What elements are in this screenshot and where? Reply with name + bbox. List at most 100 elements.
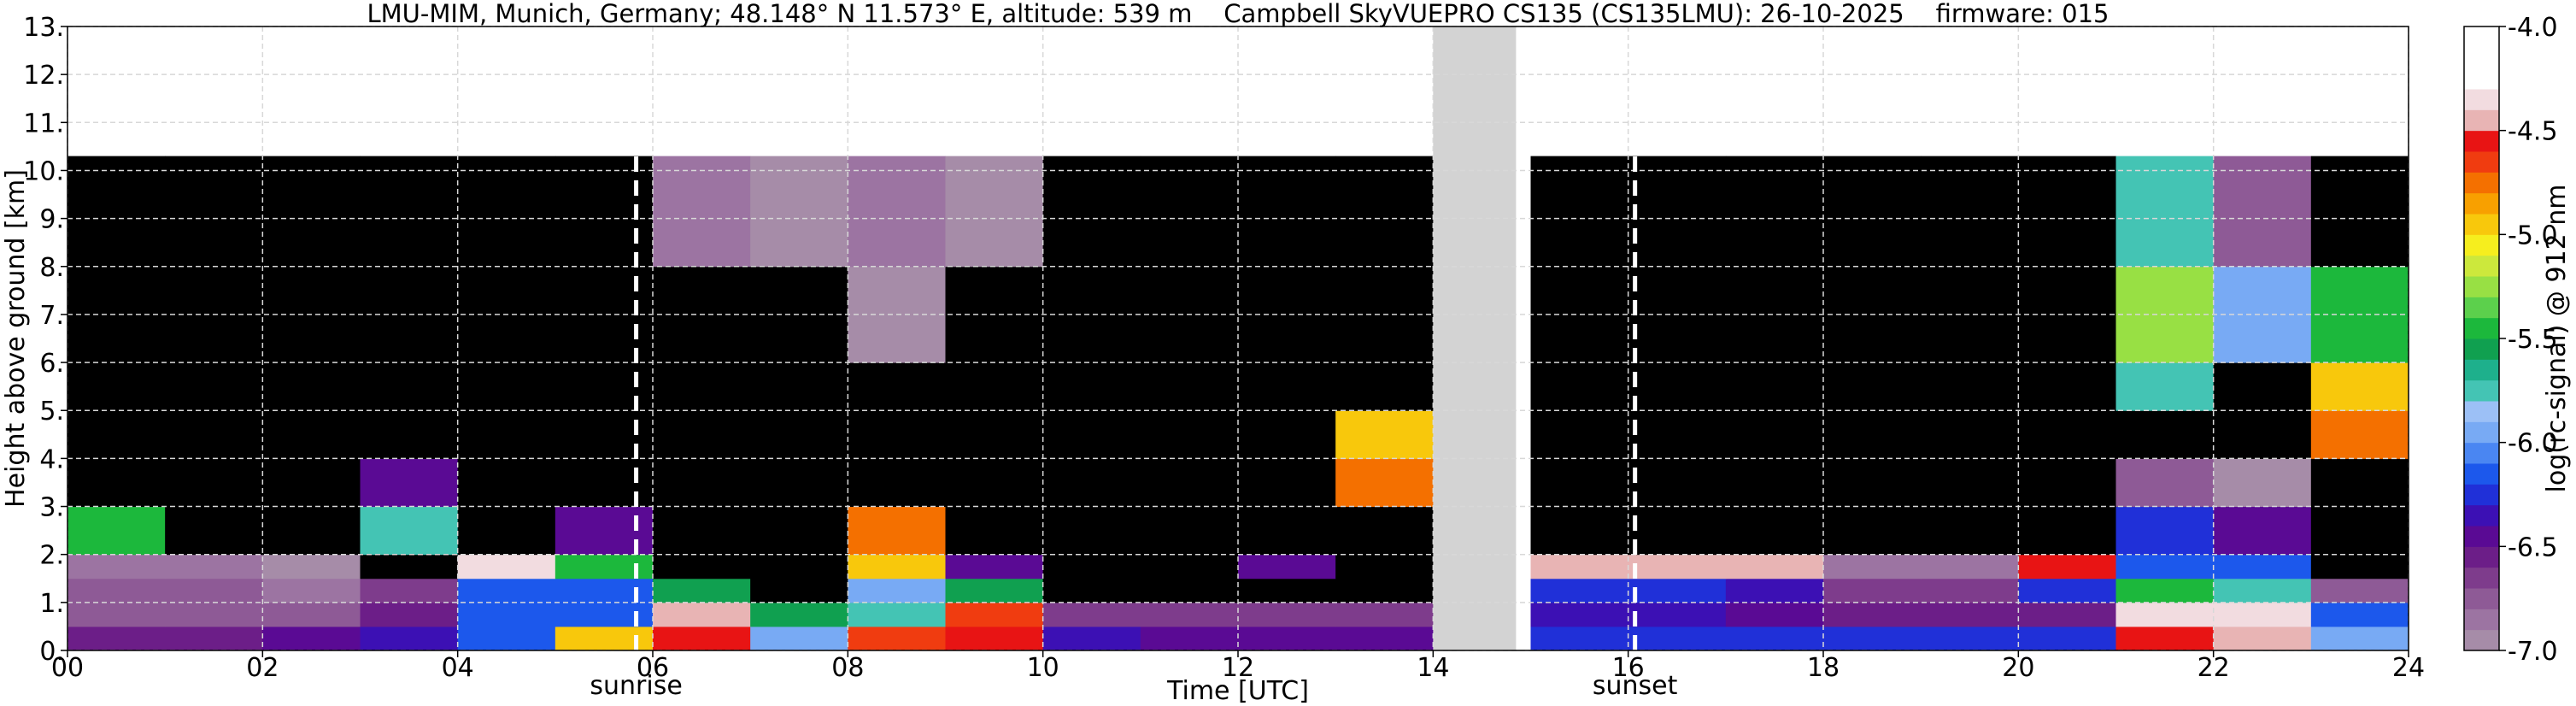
colorbar-segment <box>2464 151 2499 173</box>
x-tick-label: 14 <box>1417 653 1449 683</box>
heatmap-cell <box>2310 458 2409 508</box>
colorbar-segment <box>2464 172 2499 194</box>
heatmap-cell <box>457 458 556 508</box>
heatmap-cell <box>1725 506 1824 556</box>
heatmap-cell <box>1921 506 2019 556</box>
heatmap-cell <box>555 578 654 603</box>
heatmap-cell <box>945 626 1044 651</box>
y-tick-label: 13. <box>23 13 64 43</box>
heatmap-cell <box>848 410 946 459</box>
heatmap-cell <box>2213 362 2312 411</box>
colorbar-segment <box>2464 255 2499 277</box>
heatmap-cell <box>457 602 556 627</box>
y-tick-label: 6. <box>39 349 64 379</box>
heatmap-cell <box>1238 156 1336 268</box>
heatmap-cell <box>1335 362 1434 411</box>
heatmap-cell <box>67 626 166 651</box>
heatmap-cell <box>2310 506 2409 556</box>
x-tick-label: 22 <box>2198 653 2230 683</box>
heatmap-cell <box>1042 410 1141 459</box>
heatmap-cell <box>1725 602 1824 627</box>
heatmap-cell <box>67 506 166 556</box>
heatmap-cell <box>1335 602 1434 627</box>
heatmap-cell <box>262 626 361 651</box>
heatmap-cell <box>1725 266 1824 363</box>
heatmap-cell <box>1238 578 1336 603</box>
colorbar-segment <box>2464 629 2499 651</box>
colorbar-segment <box>2464 276 2499 297</box>
colorbar-segment <box>2464 546 2499 568</box>
colorbar-tick-label: -4.5 <box>2508 117 2558 147</box>
heatmap-cell <box>2018 156 2116 268</box>
data-gap <box>1433 26 1517 650</box>
heatmap-cell <box>1725 410 1824 459</box>
colorbar-segment <box>2464 109 2499 132</box>
heatmap-cell <box>262 506 361 556</box>
heatmap-cell <box>67 554 166 580</box>
heatmap-cell <box>555 506 654 556</box>
y-tick-label: 3. <box>39 493 64 523</box>
heatmap-cell <box>1921 266 2019 363</box>
heatmap-cell <box>1140 554 1239 580</box>
heatmap-cell <box>262 602 361 627</box>
heatmap-cell <box>1335 506 1434 556</box>
x-tick-label: 02 <box>246 653 279 683</box>
heatmap-cell <box>1335 156 1434 268</box>
y-tick-label: 11. <box>23 109 64 138</box>
heatmap-cell <box>360 506 459 556</box>
heatmap-cell <box>1140 410 1239 459</box>
heatmap-cell <box>848 506 946 556</box>
heatmap-cell <box>1238 410 1336 459</box>
heatmap-cell <box>1921 362 2019 411</box>
heatmap-cell <box>653 626 751 651</box>
annotation-label: sunrise <box>590 671 682 701</box>
heatmap-cell <box>1238 506 1336 556</box>
heatmap-cell <box>165 626 263 651</box>
heatmap-cell <box>2213 626 2312 651</box>
x-tick-label: 18 <box>1807 653 1840 683</box>
colorbar-tick-label: -5.5 <box>2508 325 2558 355</box>
colorbar-segment <box>2464 68 2499 90</box>
heatmap-cell <box>1823 626 1922 651</box>
heatmap-cell <box>945 362 1044 411</box>
y-tick-label: 4. <box>39 444 64 474</box>
heatmap-cell <box>848 156 946 268</box>
heatmap-cell <box>555 410 654 459</box>
heatmap-cell <box>555 362 654 411</box>
colorbar-segment <box>2464 442 2499 464</box>
heatmap-cell <box>165 458 263 508</box>
heatmap-cell <box>1823 156 1922 268</box>
heatmap-cell <box>1335 458 1434 508</box>
chart-title: LMU-MIM, Munich, Germany; 48.148° N 11.5… <box>367 0 2110 28</box>
colorbar-segment <box>2464 463 2499 485</box>
heatmap-cell <box>1823 578 1922 603</box>
heatmap-cell <box>360 554 459 580</box>
heatmap-cell <box>67 458 166 508</box>
heatmap-cell <box>2018 602 2116 627</box>
heatmap-cell <box>2115 458 2215 508</box>
heatmap-cell <box>1530 602 1629 627</box>
colorbar-segment <box>2464 359 2499 381</box>
heatmap-cell <box>1823 506 1922 556</box>
heatmap-cell <box>653 410 751 459</box>
heatmap-cell <box>1823 602 1922 627</box>
heatmap-cell <box>67 362 166 411</box>
heatmap-cell <box>750 156 848 268</box>
heatmap-cell <box>457 410 556 459</box>
heatmap-cell <box>2310 362 2409 411</box>
heatmap-cell <box>1140 578 1239 603</box>
heatmap-cell <box>1042 554 1141 580</box>
heatmap-cell <box>945 410 1044 459</box>
heatmap-cell <box>2115 602 2215 627</box>
heatmap-cell <box>165 362 263 411</box>
heatmap-cell <box>2115 578 2215 603</box>
colorbar-segment <box>2464 297 2499 319</box>
heatmap-cell <box>1530 410 1629 459</box>
colorbar-segment <box>2464 130 2499 152</box>
colorbar-segment <box>2464 526 2499 547</box>
colorbar-segment <box>2464 26 2499 48</box>
heatmap-cell <box>1725 458 1824 508</box>
heatmap-cell <box>165 578 263 603</box>
heatmap-cell <box>653 458 751 508</box>
heatmap-cell <box>1725 578 1824 603</box>
